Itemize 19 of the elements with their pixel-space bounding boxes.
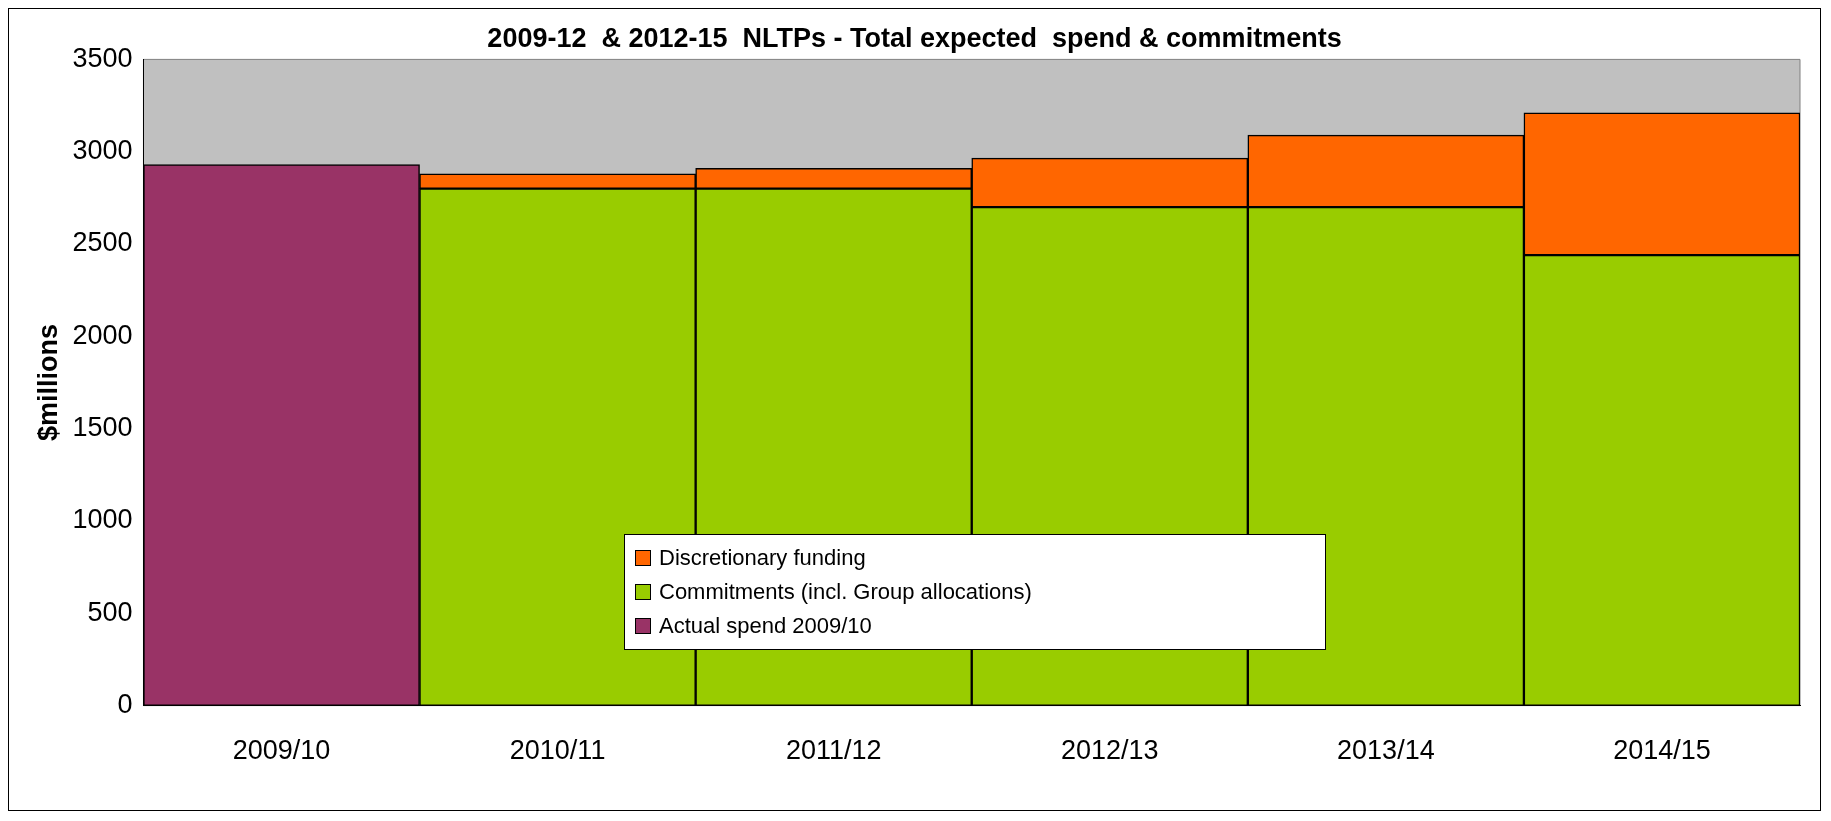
legend-label: Actual spend 2009/10 [659,613,872,639]
x-tick-label: 2013/14 [1337,735,1435,766]
y-tick-label: 3000 [72,135,133,166]
y-tick-label: 1000 [72,504,133,535]
y-tick-label: 1500 [72,412,133,443]
x-tick-label: 2010/11 [509,735,606,766]
chart-title: 2009-12 & 2012-15 NLTPs - Total expected spend & commitments [487,22,1342,53]
y-tick-label: 500 [87,596,133,627]
x-tick-label: 2014/15 [1613,735,1711,766]
x-tick-label: 2012/13 [1060,735,1159,766]
y-tick-label: 2000 [72,319,133,350]
y-tick-label: 3500 [72,42,133,73]
x-tick-label: 2009/10 [232,735,331,766]
x-tick-label: 2011/12 [785,735,882,766]
y-tick-label: 2500 [72,227,133,258]
y-tick-label: 0 [117,689,133,720]
series-label: Commitments (incl. Group allocations) [659,579,1032,605]
legend-label: Discretionary funding [659,545,866,571]
y-axis-title: $millions [32,323,63,442]
